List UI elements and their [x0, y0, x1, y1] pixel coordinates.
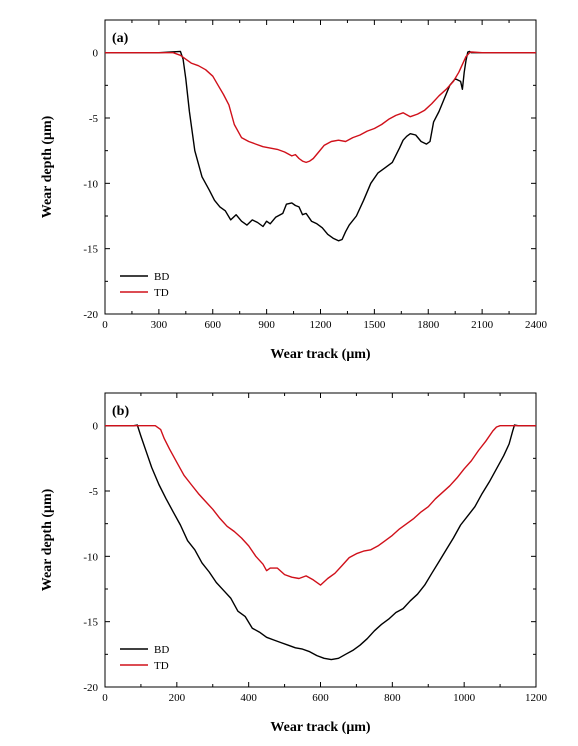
- y-tick-label: 0: [93, 421, 99, 433]
- x-tick-label: 900: [258, 319, 275, 331]
- x-tick-label: 1000: [453, 692, 476, 704]
- y-tick-label: -15: [83, 244, 98, 256]
- x-tick-label: 1800: [417, 319, 440, 331]
- plot-frame: [104, 19, 537, 315]
- panel-label: (a): [112, 31, 129, 46]
- x-tick-label: 200: [169, 692, 186, 704]
- legend-label-td: TD: [154, 660, 169, 672]
- y-tick-label: 0: [93, 48, 99, 60]
- panel-a: 0 300 600 900 1200 1500 1800 2100 2400 0 -5 -10 -15 -…: [40, 19, 548, 362]
- x-tick-label: 2100: [471, 319, 494, 331]
- legend-label-bd: BD: [154, 271, 169, 283]
- x-tick-label: 300: [151, 319, 168, 331]
- y-axis-title: Wear depth (μm): [40, 488, 55, 591]
- x-tick-label: 600: [312, 692, 329, 704]
- x-tick-label: 800: [384, 692, 401, 704]
- series-line-bd: [105, 50, 536, 242]
- series-line-bd: [105, 424, 536, 661]
- y-tick-label: -5: [89, 486, 99, 498]
- x-tick-label: 2400: [525, 319, 548, 331]
- x-tick-label: 1500: [363, 319, 386, 331]
- x-tick-label: 1200: [310, 319, 333, 331]
- series-line-td: [105, 51, 536, 164]
- x-tick-label: 0: [102, 692, 108, 704]
- panel-b: 0 200 400 600 800 1000 1200 0 -5 -10 -15 -20 Wear tr…: [40, 392, 548, 735]
- x-tick-label: 400: [240, 692, 257, 704]
- x-tick-label: 600: [205, 319, 222, 331]
- y-axis-title: Wear depth (μm): [40, 115, 55, 218]
- x-axis-title: Wear track (μm): [270, 720, 371, 735]
- y-tick-label: -20: [83, 682, 98, 694]
- x-tick-label: 0: [102, 319, 108, 331]
- x-axis-title: Wear track (μm): [270, 347, 371, 362]
- y-tick-label: -15: [83, 617, 98, 629]
- x-tick-label: 1200: [525, 692, 548, 704]
- series-line-td: [105, 425, 536, 586]
- legend-label-td: TD: [154, 287, 169, 299]
- y-tick-label: -5: [89, 113, 99, 125]
- legend-label-bd: BD: [154, 644, 169, 656]
- y-tick-label: -10: [83, 178, 98, 190]
- plot-frame: [104, 392, 537, 688]
- y-tick-label: -10: [83, 551, 98, 563]
- panel-label: (b): [112, 404, 129, 419]
- y-tick-label: -20: [83, 309, 98, 321]
